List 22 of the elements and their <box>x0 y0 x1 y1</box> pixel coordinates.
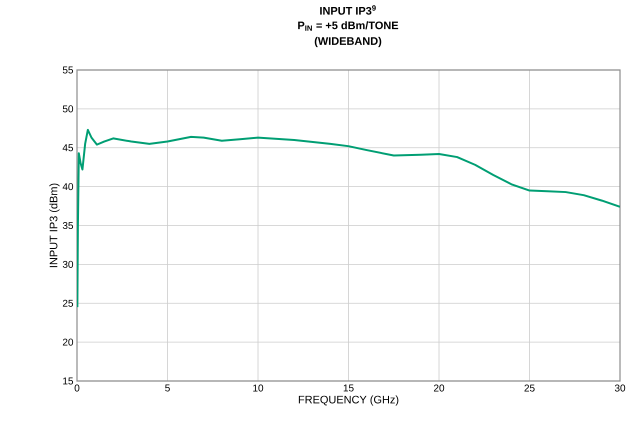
y-tick-label: 45 <box>62 144 74 152</box>
x-tick-label: 10 <box>253 384 264 392</box>
y-tick-label: 15 <box>63 378 74 384</box>
x-tick-label: 30 <box>614 384 626 392</box>
y-tick-label: 20 <box>62 338 74 346</box>
x-tick-label: 0 <box>74 384 80 392</box>
x-tick-label: 15 <box>344 384 354 392</box>
line-series <box>77 128 620 308</box>
text: (WIDEBAND) <box>314 36 382 48</box>
x-tick-label: 20 <box>434 384 444 392</box>
y-tick-label: 35 <box>62 222 74 230</box>
chart-title: INPUT IP3$^{9}$ <box>320 5 376 15</box>
y-tick-label: 55 <box>62 66 74 74</box>
chart-subtitle: P$_{IN}$ = +5 dBm/TONE <box>298 21 398 31</box>
x-axis-title: FREQUENCY (GHz) <box>298 395 398 406</box>
y-tick-label: 30 <box>62 260 74 268</box>
y-tick-label: 50 <box>62 105 74 112</box>
y-tick-label: 25 <box>62 300 74 307</box>
x-tick-label: 5 <box>165 384 170 392</box>
x-tick-label: 25 <box>524 384 535 392</box>
y-axis-title: INPUT IP3 (dBm) <box>49 184 60 268</box>
y-tick-label: 40 <box>62 183 74 190</box>
